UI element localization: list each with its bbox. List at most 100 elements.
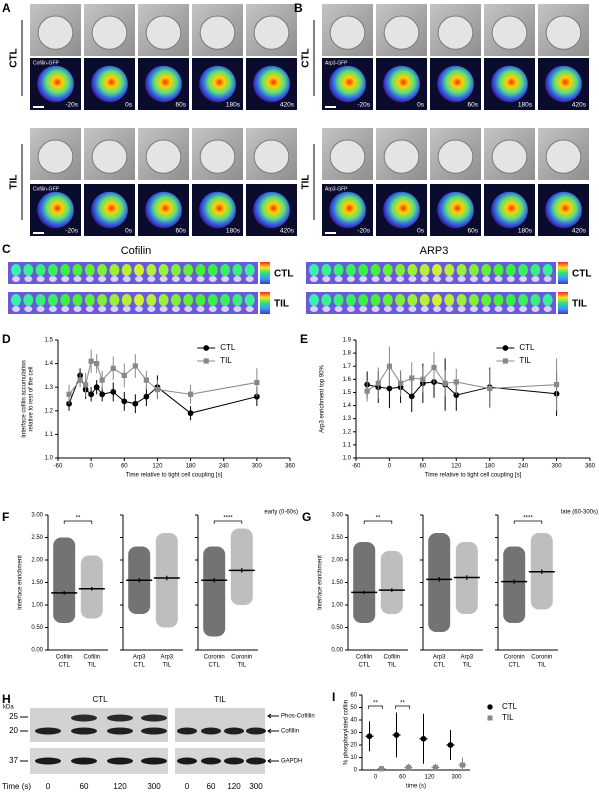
kymo-cell <box>73 276 82 282</box>
data-point <box>132 363 138 369</box>
time-label: 420s <box>280 102 295 109</box>
y-tick-label: 50 <box>350 705 357 711</box>
kymo-cell <box>146 264 157 276</box>
x-tick-label: TIL <box>462 663 471 669</box>
kymo-cell <box>334 276 343 282</box>
x-tick-label: 180 <box>485 464 496 470</box>
x-tick-label: 120 <box>451 464 462 470</box>
dic-cell <box>253 15 290 50</box>
kymo-cell <box>482 276 491 282</box>
y-axis-label: Interface enrichment <box>18 555 24 610</box>
row-label: CTL <box>274 269 293 280</box>
kymo-cell <box>24 306 33 312</box>
time-label: 60s <box>176 228 187 235</box>
kymo-cell <box>432 294 442 306</box>
kymo-cell <box>382 294 393 306</box>
x-axis-label: Time relative to tight cell coupling [s] <box>126 473 223 479</box>
dic-cell <box>383 139 420 174</box>
x-tick-label: Arp3 <box>433 655 446 661</box>
x-tick-label: TIL <box>387 663 396 669</box>
kymo-cell <box>220 264 231 276</box>
dic-cell <box>329 139 366 174</box>
group-label: TIL <box>301 175 312 190</box>
y-tick-label: 10 <box>350 755 357 761</box>
kymo-cell <box>506 276 515 282</box>
kymo-cell <box>469 306 478 312</box>
significance-label: ** <box>373 701 378 707</box>
data-point <box>93 384 100 391</box>
marker-label: Arp3-GFP <box>325 60 348 66</box>
kymo-cell <box>370 294 381 306</box>
data-point <box>397 380 404 386</box>
x-tick-label: TIL <box>87 663 96 669</box>
cofilin-band <box>141 727 167 735</box>
kymo-cell <box>232 264 243 276</box>
y-tick-label: 0 <box>354 768 358 774</box>
kymo-cell <box>158 264 169 276</box>
kymo-cell <box>345 294 356 306</box>
row-label: TIL <box>572 299 587 310</box>
kymo-cell <box>12 276 20 282</box>
panel-letter: D <box>2 332 11 346</box>
kymo-cell <box>159 306 168 312</box>
panel-title: Cofilin <box>121 245 152 257</box>
y-tick-label: 1.5 <box>45 338 54 344</box>
data-spread <box>503 546 526 623</box>
kymo-cell <box>23 294 34 306</box>
y-tick-label: 3.00 <box>331 513 343 519</box>
band-label: Cofillin <box>281 729 299 735</box>
kymo-cell <box>196 276 205 282</box>
x-tick-label: 0 <box>388 464 392 470</box>
kymo-cell <box>407 294 418 306</box>
time-label: 420s <box>572 102 587 109</box>
y-tick-label: 1.4 <box>45 361 54 367</box>
kymo-cell <box>109 264 120 276</box>
significance-label: **** <box>223 516 233 522</box>
time-label: -20s <box>357 102 370 109</box>
y-tick-label: 2.00 <box>331 558 343 564</box>
y-tick-label: 0.00 <box>331 648 343 654</box>
x-tick-label: Arp3 <box>133 655 146 661</box>
time-label: 180s <box>226 102 241 109</box>
kymo-cell <box>170 264 181 276</box>
band-label: GAPDH <box>281 759 302 765</box>
lane-label: 300 <box>249 782 263 791</box>
kymo-cell <box>333 264 344 276</box>
legend-marker <box>203 345 210 351</box>
kymo-cell <box>420 276 429 282</box>
x-tick-label: 300 <box>552 464 563 470</box>
kymo-cell <box>47 264 58 276</box>
x-tick-label: -60 <box>54 464 63 470</box>
marker-label: Cofilin-GFP <box>33 60 60 66</box>
data-point <box>83 382 89 388</box>
fluo-cell <box>199 191 236 229</box>
kymo-strip <box>8 262 258 284</box>
kymo-cell <box>346 276 355 282</box>
kymo-cell <box>345 264 356 276</box>
marker-label: Arp3-GFP <box>325 186 348 192</box>
fluo-cell <box>437 191 474 229</box>
x-tick-label: CTL <box>509 663 521 669</box>
x-tick-label: 240 <box>219 464 230 470</box>
kymo-cell <box>358 264 369 276</box>
y-axis-label: Interface cofilin accumulation <box>22 360 28 437</box>
fluo-cell <box>545 191 582 229</box>
data-point <box>553 381 560 388</box>
y-tick-label: 1.2 <box>343 429 352 435</box>
kymo-cell <box>184 276 193 282</box>
kymo-cell <box>195 294 206 306</box>
kymo-strip <box>306 292 556 314</box>
kymo-cell <box>207 264 218 276</box>
kymo-cell <box>121 264 132 276</box>
kymo-cell <box>519 276 528 282</box>
kymo-cell <box>383 276 392 282</box>
kymo-cell <box>420 306 429 312</box>
kymo-cell <box>433 276 441 282</box>
gapdh-band <box>201 757 221 765</box>
x-tick-label: CTL <box>359 663 371 669</box>
dic-cell <box>329 15 366 50</box>
kymo-cell <box>221 276 230 282</box>
kymo-cell <box>72 264 83 276</box>
data-spread <box>53 537 76 623</box>
kymo-cell <box>98 276 107 282</box>
